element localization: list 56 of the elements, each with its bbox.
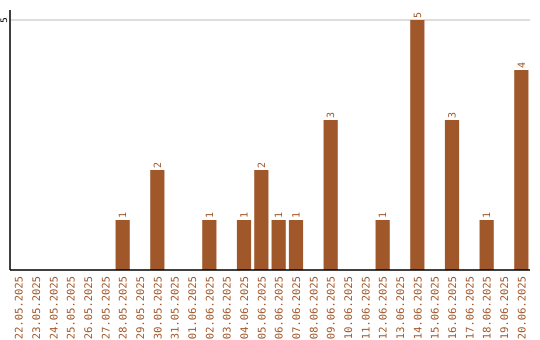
bar: [410, 20, 424, 270]
bar: [254, 170, 268, 270]
x-tick-label: 18.06.2025: [482, 276, 494, 340]
x-tick-label: 17.06.2025: [464, 276, 476, 340]
bar: [444, 120, 460, 270]
bar: [376, 220, 390, 270]
x-tick-label: 03.06.2025: [222, 276, 234, 340]
data-label: 2: [152, 162, 164, 168]
bar: [514, 70, 528, 270]
x-tick-label: 13.06.2025: [395, 276, 407, 340]
x-tick-label: 11.06.2025: [360, 276, 372, 340]
x-tick-label: 27.05.2025: [100, 276, 112, 340]
x-tick-label: 30.05.2025: [152, 276, 164, 340]
x-tick-label: 20.06.2025: [516, 276, 528, 340]
x-tick-label: 23.05.2025: [31, 276, 43, 340]
x-tick-label: 12.06.2025: [378, 276, 390, 340]
bar: [288, 220, 304, 270]
x-tick-label: 31.05.2025: [170, 276, 182, 340]
x-tick-label: 28.05.2025: [118, 276, 130, 340]
x-tick-label: 01.06.2025: [187, 276, 199, 340]
data-label: 1: [240, 212, 250, 218]
data-label: 4: [516, 62, 528, 68]
data-label: 1: [292, 212, 302, 218]
data-label: 3: [326, 112, 338, 118]
bar: [480, 220, 494, 270]
data-label: 2: [256, 162, 268, 168]
x-tick-label: 29.05.2025: [135, 276, 147, 340]
x-tick-label: 10.06.2025: [343, 276, 355, 340]
data-label: 1: [378, 212, 390, 218]
x-tick-label: 25.05.2025: [66, 276, 78, 340]
bar: [116, 220, 130, 270]
data-label: 3: [448, 112, 458, 118]
data-label: 1: [118, 212, 130, 218]
x-tick-label: 24.05.2025: [48, 276, 60, 340]
x-tick-label: 14.06.2025: [412, 276, 424, 340]
x-tick-label: 07.06.2025: [291, 276, 303, 340]
bar: [150, 170, 164, 270]
bar: [202, 220, 216, 270]
data-label: 1: [274, 212, 286, 218]
data-label: 1: [482, 212, 494, 218]
data-label: 5: [412, 12, 424, 18]
x-tick-label: 04.06.2025: [239, 276, 251, 340]
x-tick-label: 02.06.2025: [204, 276, 216, 340]
x-tick-label: 09.06.2025: [326, 276, 338, 340]
x-tick-label: 22.05.2025: [14, 276, 26, 340]
bar: [324, 120, 338, 270]
x-tick-label: 16.06.2025: [447, 276, 459, 340]
x-tick-label: 06.06.2025: [274, 276, 286, 340]
bar: [236, 220, 252, 270]
x-tick-label: 26.05.2025: [83, 276, 95, 340]
x-tick-label: 05.06.2025: [256, 276, 268, 340]
bar: [272, 220, 286, 270]
x-tick-label: 19.06.2025: [499, 276, 511, 340]
x-tick-label: 08.06.2025: [308, 276, 320, 340]
x-tick-label: 15.06.2025: [430, 276, 442, 340]
data-label: 1: [204, 212, 216, 218]
